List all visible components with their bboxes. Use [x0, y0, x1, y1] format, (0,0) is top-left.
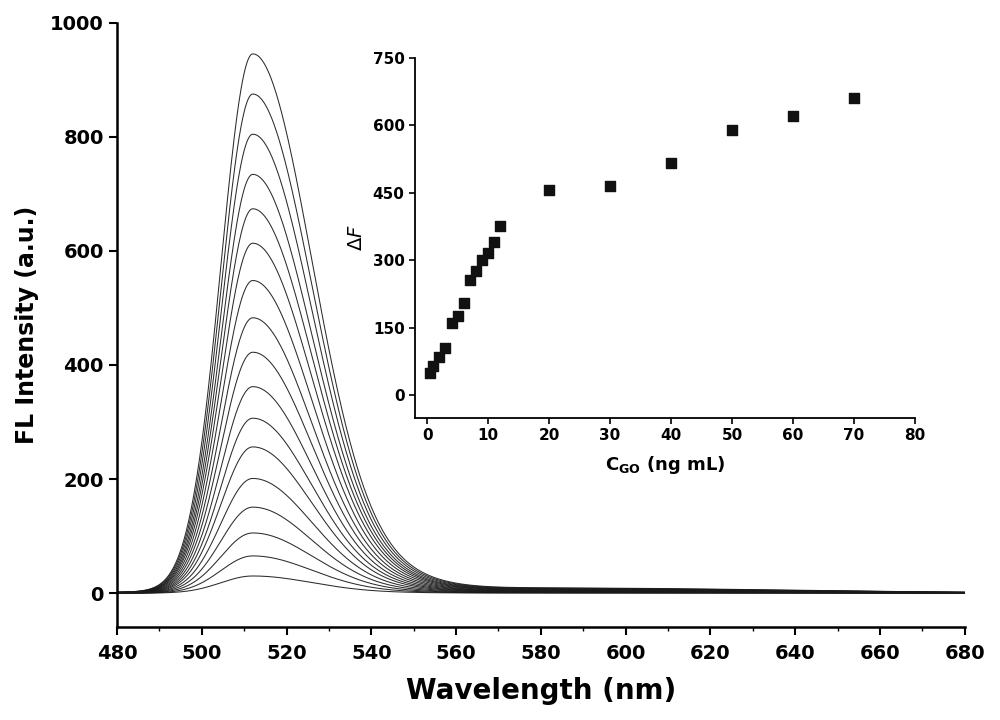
- Point: [422, 367, 438, 379]
- X-axis label: Wavelength (nm): Wavelength (nm): [406, 677, 676, 705]
- Point: [425, 360, 441, 372]
- Point: [450, 310, 466, 322]
- Point: [437, 342, 453, 354]
- X-axis label: C$_{\mathbf{GO}}$ (ng mL): C$_{\mathbf{GO}}$ (ng mL): [605, 454, 725, 476]
- Point: [468, 266, 484, 277]
- Point: [724, 124, 740, 135]
- Y-axis label: $\Delta F$: $\Delta F$: [347, 224, 366, 251]
- Point: [486, 236, 502, 248]
- Point: [663, 158, 679, 169]
- Point: [541, 184, 557, 196]
- Y-axis label: FL Intensity (a.u.): FL Intensity (a.u.): [15, 206, 39, 444]
- Point: [602, 180, 618, 192]
- Point: [474, 254, 490, 266]
- Point: [785, 110, 801, 122]
- Point: [462, 274, 478, 286]
- Point: [456, 297, 472, 309]
- Point: [431, 351, 447, 363]
- Point: [480, 248, 496, 259]
- Point: [492, 220, 508, 232]
- Point: [846, 92, 862, 104]
- Point: [444, 318, 460, 329]
